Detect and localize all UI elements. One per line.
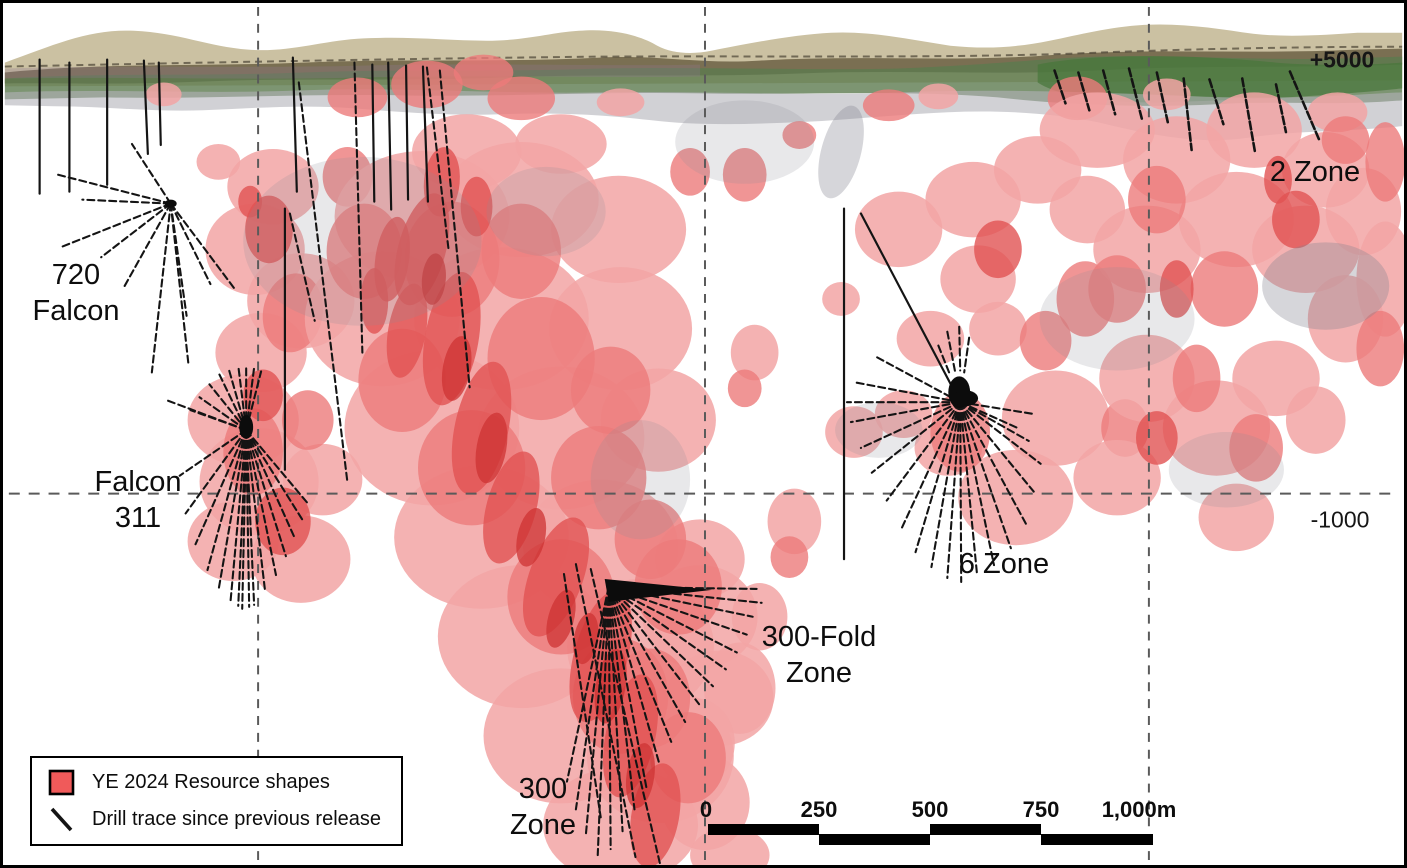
drill-trace-swatch	[50, 807, 73, 832]
zone-label-line: Falcon	[32, 295, 120, 327]
zone-label-line: 720	[51, 259, 101, 291]
zone-label-2: 2 Zone	[1270, 154, 1360, 190]
drill-traces-layer	[38, 56, 1322, 865]
legend-item-resource: YE 2024 Resource shapes	[48, 769, 401, 796]
resource-shapes-layer	[145, 54, 1404, 865]
legend-label: YE 2024 Resource shapes	[92, 771, 330, 793]
scale-tick-250: 250	[800, 797, 838, 822]
zone-label-720-falcon: 720 Falcon	[32, 257, 119, 329]
scale-tick-0: 0	[699, 797, 713, 822]
elevation-label-upper: +5000	[1309, 46, 1375, 73]
zone-label-300: 300 Zone	[510, 771, 576, 843]
zone-label-300-fold: 300-Fold Zone	[762, 619, 876, 691]
resource-shape-swatch	[48, 769, 75, 796]
grid-lines	[8, 6, 1399, 862]
zone-label-line: Zone	[509, 809, 577, 841]
section-canvas	[4, 6, 1404, 865]
zone-label-line: 2 Zone	[1269, 156, 1361, 188]
elevation-label-lower: -1000	[1310, 506, 1370, 533]
legend-label: Drill trace since previous release	[92, 808, 382, 830]
scale-bar-segment	[819, 834, 930, 845]
scale-bar-segment	[1041, 834, 1153, 845]
zone-label-6: 6 Zone	[959, 546, 1049, 582]
zone-label-line: 311	[114, 502, 162, 534]
zone-label-falcon-311: Falcon 311	[94, 464, 181, 536]
scale-tick-750: 750	[1022, 797, 1060, 822]
zone-label-line: 6 Zone	[958, 548, 1050, 580]
zone-label-line: Zone	[785, 657, 853, 689]
zone-label-line: 300	[518, 773, 568, 805]
legend-item-drill: Drill trace since previous release	[48, 806, 401, 833]
zone-label-line: 300-Fold	[761, 621, 877, 653]
scale-tick-1000: 1,000m	[1101, 797, 1177, 822]
drill-fan-knots	[164, 199, 979, 602]
scale-tick-500: 500	[911, 797, 949, 822]
zone-label-line: Falcon	[94, 466, 182, 498]
legend: YE 2024 Resource shapes Drill trace sinc…	[30, 756, 403, 846]
scale-bar-segment	[708, 824, 819, 835]
scale-bar-segment	[930, 824, 1041, 835]
